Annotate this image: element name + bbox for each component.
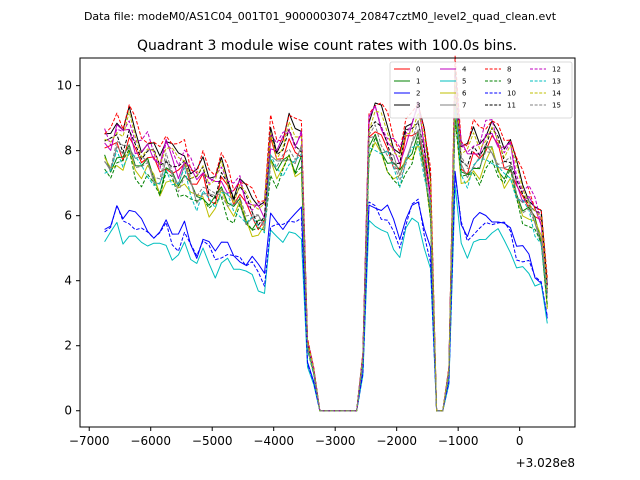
chart-suptitle: Data file: modeM0/AS1C04_001T01_90000030… — [84, 10, 557, 23]
series-line-15 — [104, 99, 548, 412]
y-tick-label: 6 — [64, 209, 72, 223]
legend-label-5: 5 — [462, 78, 466, 86]
y-tick-label: 2 — [64, 339, 72, 353]
legend-label-11: 11 — [507, 102, 516, 110]
plot-area — [80, 58, 575, 427]
y-tick-label: 10 — [57, 79, 72, 93]
legend-label-2: 2 — [416, 90, 420, 98]
y-tick-label: 0 — [64, 404, 72, 418]
x-tick-label: −2000 — [376, 434, 417, 448]
legend-box — [389, 61, 573, 119]
legend-label-9: 9 — [507, 78, 511, 86]
x-axis: −7000 −6000 −5000 −4000 −3000 −2000 −1000 0 — [69, 427, 524, 448]
legend-label-4: 4 — [462, 66, 467, 74]
x-tick-label: −7000 — [69, 434, 110, 448]
legend-label-12: 12 — [552, 66, 561, 74]
legend-label-15: 15 — [552, 102, 561, 110]
legend-label-14: 14 — [552, 90, 561, 98]
y-tick-label: 8 — [64, 144, 72, 158]
legend-label-8: 8 — [507, 66, 511, 74]
x-tick-label: −1000 — [438, 434, 479, 448]
y-tick-label: 4 — [64, 274, 72, 288]
series-line-10 — [104, 172, 548, 412]
x-tick-label: 0 — [516, 434, 524, 448]
legend-label-1: 1 — [416, 78, 420, 86]
legend-label-6: 6 — [462, 90, 467, 98]
legend-label-10: 10 — [507, 90, 516, 98]
x-tick-label: −4000 — [253, 434, 294, 448]
legend-label-0: 0 — [416, 66, 420, 74]
legend-label-3: 3 — [416, 102, 420, 110]
series-line-12 — [104, 76, 548, 412]
x-tick-label: −5000 — [192, 434, 233, 448]
x-tick-label: −3000 — [315, 434, 356, 448]
x-tick-label: −6000 — [130, 434, 171, 448]
y-axis: 0 2 4 6 8 10 — [57, 79, 80, 418]
x-offset-label: +3.028e8 — [516, 456, 575, 470]
chart-title: Quadrant 3 module wise count rates with … — [137, 38, 517, 54]
legend-label-13: 13 — [552, 78, 561, 86]
legend-label-7: 7 — [462, 102, 466, 110]
plot-frame — [79, 57, 576, 428]
series-layer — [104, 55, 548, 412]
